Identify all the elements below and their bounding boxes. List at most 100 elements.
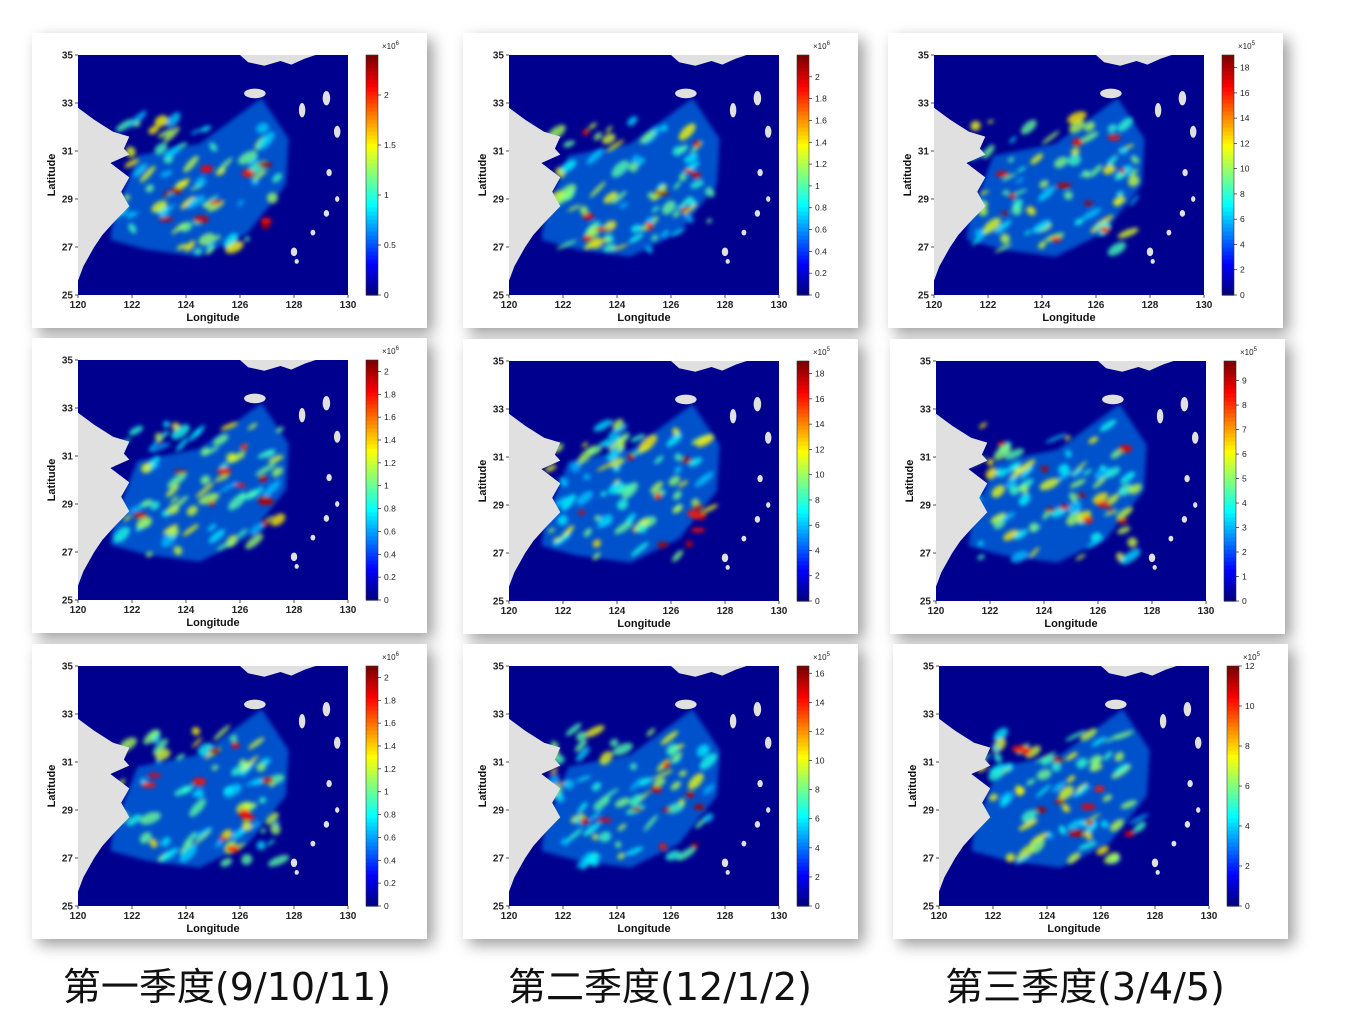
island xyxy=(675,699,697,710)
heat-blob xyxy=(174,785,194,796)
colorbar-segment xyxy=(797,231,809,236)
heat-blob xyxy=(1016,166,1027,173)
island xyxy=(323,210,330,217)
heat-blob xyxy=(263,480,281,498)
heat-blob xyxy=(1119,146,1128,155)
heat-blob xyxy=(589,237,604,249)
island xyxy=(333,430,341,443)
colorbar-segment xyxy=(1222,155,1234,160)
colorbar-segment xyxy=(366,862,378,867)
colorbar-segment xyxy=(797,171,809,176)
island xyxy=(788,774,796,779)
colorbar-segment xyxy=(1224,581,1236,586)
heat-blob xyxy=(678,770,687,777)
heat-blob xyxy=(200,125,212,133)
china-coast-land xyxy=(934,55,986,281)
x-tick-label: 130 xyxy=(340,605,357,616)
heat-blob xyxy=(191,726,201,736)
heat-blob xyxy=(647,192,654,199)
colorbar-segment xyxy=(1222,235,1234,240)
colorbar-segment xyxy=(1227,810,1239,815)
colorbar-segment xyxy=(797,762,809,767)
colorbar-segment xyxy=(797,119,809,124)
y-tick-label: 29 xyxy=(493,195,505,206)
heat-blob xyxy=(696,744,710,757)
heat-blob xyxy=(133,163,147,177)
colorbar-segment xyxy=(797,183,809,188)
heat-blob xyxy=(702,813,714,823)
colorbar-segment xyxy=(1222,207,1234,212)
heat-blob xyxy=(690,180,704,189)
heat-hotspot xyxy=(595,227,610,232)
heat-blob xyxy=(124,158,139,168)
colorbar-segment xyxy=(1227,890,1239,895)
colorbar-segment xyxy=(366,536,378,541)
colorbar-tick-label: 0.6 xyxy=(815,225,827,235)
island xyxy=(294,870,299,875)
colorbar-segment xyxy=(366,902,378,907)
colorbar-segment xyxy=(1222,215,1234,220)
colorbar-segment xyxy=(366,227,378,232)
heat-blob xyxy=(593,796,611,810)
x-tick-label: 122 xyxy=(555,300,572,311)
island xyxy=(310,840,316,847)
y-tick-label: 33 xyxy=(62,99,74,110)
x-tick-label: 124 xyxy=(178,300,195,311)
colorbar-segment xyxy=(797,850,809,855)
colorbar-segment xyxy=(1224,385,1236,390)
heat-blob xyxy=(183,155,199,173)
heat-blob xyxy=(190,129,202,135)
colorbar-segment xyxy=(1222,167,1234,172)
colorbar-segment xyxy=(1222,263,1234,268)
heat-blob xyxy=(1020,119,1037,135)
heat-blob xyxy=(625,846,644,856)
colorbar-segment xyxy=(1227,778,1239,783)
y-axis-label: Latitude xyxy=(907,765,919,808)
heat-blob xyxy=(617,442,626,452)
colorbar-segment xyxy=(797,67,809,72)
colorbar-segment xyxy=(366,384,378,389)
heat-blob xyxy=(1076,785,1083,793)
colorbar-tick-label: 0.2 xyxy=(815,268,827,278)
colorbar-segment xyxy=(797,541,809,546)
colorbar-segment xyxy=(366,135,378,140)
x-tick-label: 122 xyxy=(124,300,141,311)
colorbar-segment xyxy=(797,505,809,510)
colorbar-segment xyxy=(797,365,809,370)
x-axis-label: Longitude xyxy=(186,312,239,324)
colorbar-segment xyxy=(797,139,809,144)
heat-blob xyxy=(198,492,220,505)
heat-blob xyxy=(1029,832,1049,845)
island xyxy=(766,807,771,813)
colorbar-multiplier: ×106 xyxy=(382,652,400,662)
colorbar-segment xyxy=(366,750,378,755)
heat-blob xyxy=(155,748,171,761)
colorbar-tick-label: 6 xyxy=(1242,449,1247,459)
colorbar-segment xyxy=(366,123,378,128)
x-tick-label: 126 xyxy=(1093,911,1110,922)
colorbar-segment xyxy=(1222,67,1234,72)
island xyxy=(757,475,763,483)
heatmap-svg: 120 122 124 126 128 130252729313335LongitudeL… xyxy=(477,41,831,324)
colorbar-segment xyxy=(366,714,378,719)
heat-blob xyxy=(1030,153,1044,165)
heat-hotspot xyxy=(1040,465,1049,473)
heat-blob xyxy=(1065,751,1078,761)
colorbar-segment xyxy=(366,686,378,691)
heat-blob xyxy=(679,173,687,182)
heat-blob xyxy=(654,455,664,465)
korea-land xyxy=(671,55,747,66)
heat-blob xyxy=(574,739,587,752)
heat-blob xyxy=(660,730,679,745)
heat-blob xyxy=(706,218,712,224)
heat-blob xyxy=(990,512,1007,523)
heat-hotspot xyxy=(262,520,270,527)
colorbar-segment xyxy=(1224,585,1236,590)
heat-blob xyxy=(128,425,144,436)
heat-blob xyxy=(705,187,715,198)
colorbar: 0 2 4 6 8 10 12 14 16 18 ×105 xyxy=(1221,41,1256,300)
y-axis-label: Latitude xyxy=(46,765,58,808)
y-tick-label: 29 xyxy=(918,195,930,206)
heat-blob xyxy=(567,204,581,212)
colorbar-segment xyxy=(1222,83,1234,88)
